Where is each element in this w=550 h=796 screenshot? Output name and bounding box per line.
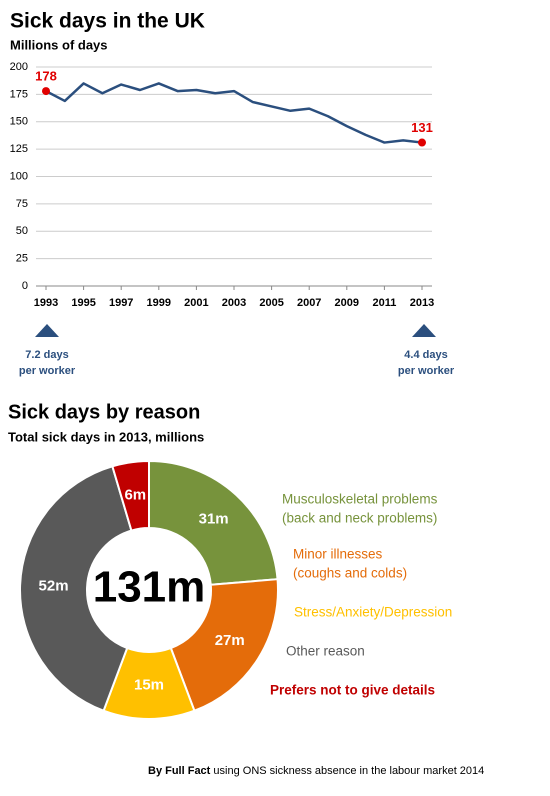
x-tick-label: 2003 — [222, 297, 246, 309]
data-point — [418, 138, 426, 147]
data-label: 27m — [215, 632, 245, 649]
annotation-arrow — [412, 324, 436, 337]
x-tick-label: 2001 — [184, 297, 208, 309]
legend-label: Stress/Anxiety/Depression — [294, 605, 452, 620]
y-tick-label: 150 — [10, 116, 28, 128]
center-label: 131m — [93, 563, 206, 612]
donut-slice — [169, 578, 279, 713]
data-point — [42, 87, 50, 96]
annotation: 7.2 days — [25, 349, 68, 361]
y-tick-label: 200 — [10, 61, 28, 73]
legend-label: Musculoskeletal problems — [282, 492, 438, 507]
y-tick-label: 175 — [10, 88, 28, 100]
donut-slice — [148, 459, 279, 586]
chart-title: Sick days by reason — [8, 401, 200, 423]
donut-slice — [19, 465, 133, 713]
footer-by: By Full Fact — [148, 765, 211, 777]
data-label: 52m — [39, 578, 69, 595]
chart-subtitle: Millions of days — [10, 37, 108, 52]
footer-text: using ONS sickness absence in the labour… — [213, 765, 484, 777]
data-label: 15m — [134, 676, 164, 693]
y-tick-label: 50 — [16, 225, 28, 237]
data-label: 31m — [199, 511, 229, 528]
chart-title: Sick days in the UK — [10, 10, 205, 33]
annotation: 4.4 days — [404, 349, 447, 361]
data-label: 131 — [411, 120, 433, 135]
legend-label: Prefers not to give details — [270, 683, 435, 698]
data-label: 178 — [35, 69, 57, 84]
chart-subtitle: Total sick days in 2013, millions — [8, 429, 204, 444]
data-line — [45, 82, 423, 144]
legend-note: (coughs and colds) — [293, 566, 407, 581]
x-tick-label: 1997 — [109, 297, 133, 309]
x-tick-label: 1999 — [147, 297, 171, 309]
annotation: per worker — [19, 365, 76, 377]
x-tick-label: 2013 — [410, 297, 434, 309]
legend-label: Minor illnesses — [293, 547, 383, 562]
x-tick-label: 1993 — [34, 297, 58, 309]
annotation: per worker — [398, 365, 455, 377]
x-tick-label: 2011 — [372, 297, 396, 309]
y-tick-label: 75 — [16, 198, 28, 210]
y-tick-label: 25 — [16, 253, 28, 265]
annotation-arrow — [35, 324, 59, 337]
x-tick-label: 2007 — [297, 297, 321, 309]
x-tick-label: 2009 — [335, 297, 359, 309]
legend-label: Other reason — [286, 644, 365, 659]
legend-note: (back and neck problems) — [282, 511, 437, 526]
y-tick-label: 0 — [22, 280, 28, 292]
y-tick-label: 125 — [10, 143, 28, 155]
x-tick-label: 1995 — [71, 297, 95, 309]
data-label: 6m — [124, 486, 146, 503]
x-tick-label: 2005 — [259, 297, 283, 309]
footer: By Full Fact using ONS sickness absence … — [148, 765, 484, 777]
donut-slice — [111, 459, 150, 532]
y-tick-label: 100 — [10, 170, 28, 182]
